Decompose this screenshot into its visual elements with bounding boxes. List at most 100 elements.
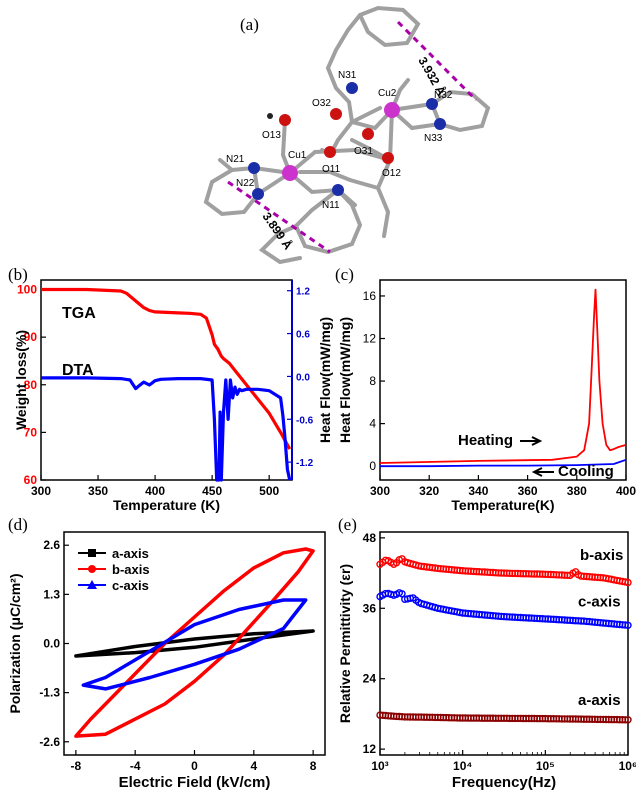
chart-d-legend-marker-square xyxy=(88,549,96,557)
chart-b-xtick-label: 500 xyxy=(259,484,279,498)
chart-e-point-caxis xyxy=(398,590,406,598)
chart-c-heating-arrow-icon xyxy=(520,436,543,446)
chart-c-ytick-label: 12 xyxy=(363,332,377,346)
chart-c-series-heating xyxy=(379,288,627,464)
chart-e: 10³ 10⁴ 10⁵ 10⁶ 12 24 36 48 b-axis c-axis a-axis Fr… xyxy=(337,531,636,791)
atom-label-cu2: Cu2 xyxy=(378,88,397,99)
atom-label-o13: O13 xyxy=(262,130,281,141)
chart-d-legend-label-baxis: b-axis xyxy=(112,562,150,577)
chart-e-xtick-label: 10³ xyxy=(371,759,388,773)
chart-c-annotation-cooling: Cooling xyxy=(558,463,614,480)
chart-d: -8 -4 0 4 8 -2.6 -1.3 0.0 1.3 2.6 a-axisb-axisc-ax… xyxy=(7,531,326,791)
chart-e-ytick-label: 24 xyxy=(363,672,377,686)
atom-o11 xyxy=(324,146,336,158)
atom-label-o31: O31 xyxy=(354,146,373,157)
chart-b-y2tick-label: 0.6 xyxy=(296,330,310,341)
atom-o32 xyxy=(330,108,342,120)
distance-line-lower xyxy=(227,180,331,254)
chart-e-series-label-caxis: c-axis xyxy=(578,594,621,611)
chart-b-annotation-tga: TGA xyxy=(62,305,96,322)
chart-b-xtick-label: 400 xyxy=(145,484,165,498)
chart-b: 300 350 400 450 500 60 70 80 90 100 -1.2 -0.6 0.0 0.6… xyxy=(13,279,333,513)
chart-d-xtick-label: -8 xyxy=(71,759,82,773)
chart-d-series-caxis xyxy=(81,598,308,691)
chart-c-cooling-arrow-icon xyxy=(531,467,554,477)
atom-label-cu1: Cu1 xyxy=(288,150,307,161)
panel-label-c: (c) xyxy=(335,265,354,284)
chart-d-xtick-label: 4 xyxy=(250,759,257,773)
chart-b-ytick-label: 70 xyxy=(24,425,38,439)
chart-c-series-cooling xyxy=(380,458,627,468)
atom-label-n31: N31 xyxy=(338,70,357,81)
chart-d-ytick-label: 2.6 xyxy=(43,538,60,552)
chart-c-xtick-label: 380 xyxy=(567,484,587,498)
chart-b-series-tga xyxy=(41,287,292,450)
chart-e-point-caxis xyxy=(621,621,629,629)
atom-o31 xyxy=(362,128,374,140)
chart-e-point-baxis xyxy=(624,578,632,587)
distance-line-upper xyxy=(396,20,478,102)
chart-b-ytick-label: 80 xyxy=(24,378,38,392)
atom-n11 xyxy=(332,184,344,196)
chart-e-series-caxis xyxy=(376,589,632,629)
bonds xyxy=(203,5,491,265)
chart-d-series-baxis xyxy=(74,547,315,738)
chart-c-ytick-label: 4 xyxy=(369,417,376,431)
chart-b-y2tick-label: -0.6 xyxy=(296,415,314,426)
chart-c-xtick-label: 360 xyxy=(518,484,538,498)
chart-e-point-aaxis xyxy=(621,716,629,724)
chart-b-series-dta xyxy=(41,376,292,482)
chart-c-xtick-label: 400 xyxy=(616,484,636,498)
atom-n21 xyxy=(248,162,260,174)
panel-label-a: (a) xyxy=(240,15,259,34)
chart-e-ytick-label: 36 xyxy=(363,601,377,615)
chart-b-xlabel: Temperature (K) xyxy=(113,497,220,513)
chart-d-ytick-label: -1.3 xyxy=(39,686,60,700)
atom-label-n22: N22 xyxy=(236,178,255,189)
atom-cu2 xyxy=(384,102,400,118)
chart-e-series-aaxis xyxy=(376,711,632,724)
atom-label-n32: N32 xyxy=(434,90,453,101)
chart-e-xlabel: Frequency(Hz) xyxy=(452,774,556,791)
chart-e-xtick-label: 10⁶ xyxy=(619,759,636,773)
chart-d-xtick-label: 8 xyxy=(310,759,317,773)
chart-d-xtick-label: 0 xyxy=(191,759,198,773)
chart-e-series-label-aaxis: a-axis xyxy=(578,692,621,709)
chart-b-xtick-label: 300 xyxy=(31,484,51,498)
chart-d-ytick-label: 1.3 xyxy=(43,587,60,601)
chart-c-xlabel: Temperature(K) xyxy=(451,497,554,513)
panel-label-e: (e) xyxy=(338,515,357,534)
chart-d-ylabel: Polarization (μC/cm²) xyxy=(7,573,23,713)
chart-b-annotation-dta: DTA xyxy=(62,362,94,379)
atom-n32 xyxy=(426,98,438,110)
atom-n31 xyxy=(346,82,358,94)
chart-c-ylabel: Heat Flow(mW/mg) xyxy=(337,317,353,443)
chart-c-xtick-label: 300 xyxy=(370,484,390,498)
chart-b-ylabel: Weight loss(%) xyxy=(13,330,29,430)
chart-b-y2tick-label: 1.2 xyxy=(296,287,310,298)
molecular-structure: 3.932 Å 3.899 Å N31 Cu2 N32 N33 O32 O31 xyxy=(203,5,491,265)
chart-c-ytick-label: 0 xyxy=(369,459,376,473)
chart-b-y2label: Heat Flow(mW/mg) xyxy=(317,317,333,443)
chart-d-legend-marker-triangle xyxy=(87,580,97,589)
chart-e-xtick-label: 10⁴ xyxy=(453,759,472,773)
chart-d-series-aaxis xyxy=(74,629,315,658)
chart-e-ylabel: Relative Permittivity (εr) xyxy=(337,564,353,723)
chart-d-xlabel: Electric Field (kV/cm) xyxy=(119,774,271,791)
atom-o12 xyxy=(382,152,394,164)
chart-d-ytick-label: 0.0 xyxy=(43,637,60,651)
chart-e-series-baxis xyxy=(376,555,632,587)
chart-c-ytick-label: 8 xyxy=(369,374,376,388)
atom-label-n33: N33 xyxy=(424,133,443,144)
chart-b-xtick-label: 350 xyxy=(88,484,108,498)
chart-d-xtick-label: -4 xyxy=(130,759,141,773)
atom-o13 xyxy=(279,114,291,126)
chart-d-ytick-label: -2.6 xyxy=(39,735,60,749)
atom-n22 xyxy=(252,188,264,200)
chart-b-ytick-label: 100 xyxy=(17,283,37,297)
atom-label-o12: O12 xyxy=(382,168,401,179)
atom-label-n21: N21 xyxy=(226,154,245,165)
atoms xyxy=(248,82,446,200)
chart-c-annotation-heating: Heating xyxy=(458,432,513,449)
